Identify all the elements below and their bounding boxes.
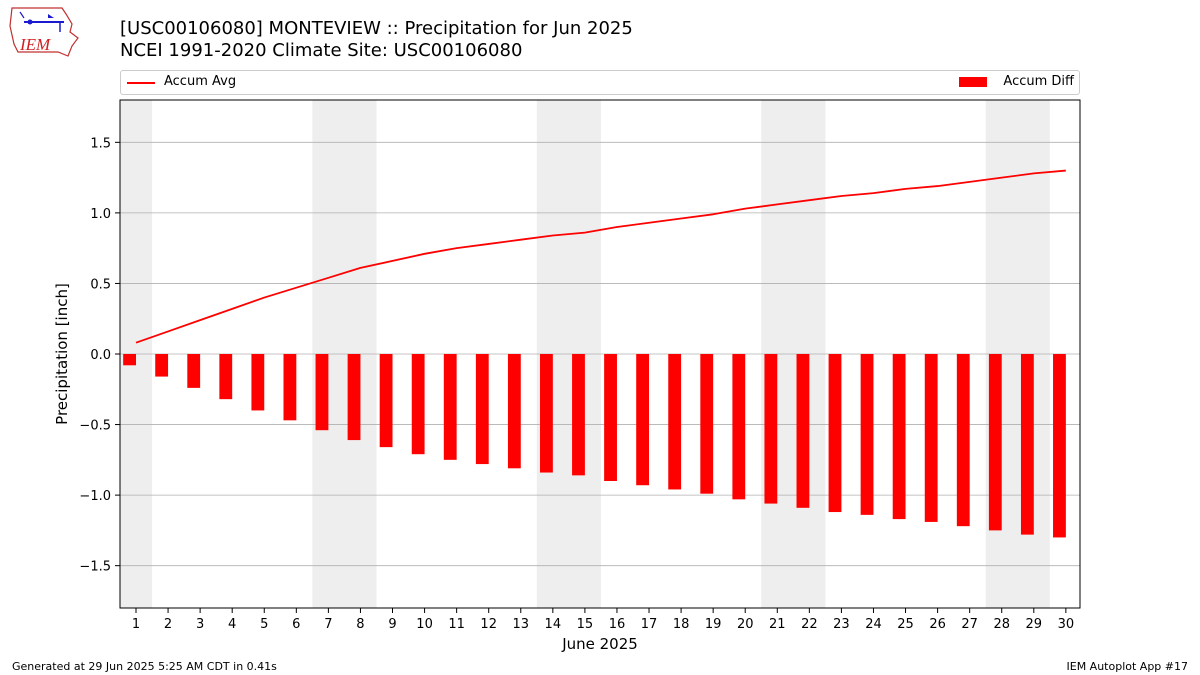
y-tick-label: −1.0	[79, 489, 111, 504]
accum-diff-bar	[1053, 354, 1066, 538]
accum-diff-bar	[732, 354, 746, 500]
x-tick-label: 20	[737, 617, 754, 632]
x-tick-label: 21	[769, 617, 786, 632]
accum-diff-bar	[123, 354, 136, 366]
accum-diff-bar	[892, 354, 906, 520]
legend-label-accum-diff: Accum Diff	[1003, 74, 1074, 89]
weekend-shading	[120, 100, 1050, 608]
x-tick-label: 15	[577, 617, 594, 632]
x-tick-label: 7	[324, 617, 332, 632]
accum-avg-line	[135, 169, 1066, 344]
accum-diff-bar	[796, 354, 810, 508]
x-tick-label: 29	[1026, 617, 1043, 632]
axes: −1.5−1.0−0.50.00.51.01.51 2 3 4 5 6 7 8 9 10 11 12 1…	[79, 99, 1081, 632]
x-tick-label: 2	[164, 617, 172, 632]
y-tick-label: 1.0	[90, 207, 111, 222]
x-tick-label: 25	[897, 617, 914, 632]
plot-frame	[119, 99, 1081, 609]
accum-diff-bar	[379, 354, 393, 448]
x-tick-label: 5	[260, 617, 268, 632]
x-tick-label: 11	[448, 617, 465, 632]
legend-line-swatch	[127, 82, 155, 84]
y-tick-label: −1.5	[79, 560, 111, 575]
x-tick-label: 19	[705, 617, 722, 632]
accum-avg-line-group	[135, 169, 1066, 344]
x-tick-label: 14	[545, 617, 562, 632]
x-tick-label: 23	[833, 617, 850, 632]
x-tick-label: 18	[673, 617, 690, 632]
x-tick-label: 28	[993, 617, 1010, 632]
x-tick-label: 12	[480, 617, 497, 632]
y-axis-label: Precipitation [inch]	[53, 283, 71, 425]
accum-diff-bar	[828, 354, 842, 513]
x-tick-label: 4	[228, 617, 236, 632]
x-tick-label: 6	[292, 617, 300, 632]
x-tick-label: 22	[801, 617, 818, 632]
accum-diff-bar	[540, 354, 553, 473]
accum-diff-bar	[764, 354, 778, 504]
legend-bar-swatch	[959, 77, 987, 87]
accum-diff-bar	[411, 354, 425, 455]
x-tick-label: 8	[356, 617, 364, 632]
accum-diff-bar	[988, 354, 1002, 531]
accum-diff-bar	[636, 354, 650, 486]
y-tick-label: −0.5	[79, 419, 111, 434]
accum-diff-bar	[251, 354, 265, 411]
accum-diff-bar	[1020, 354, 1034, 535]
x-tick-label: 24	[865, 617, 882, 632]
accum-diff-bar	[700, 354, 714, 494]
x-tick-label: 3	[196, 617, 204, 632]
footer-app: IEM Autoplot App #17	[1066, 660, 1189, 673]
y-tick-label: 1.5	[90, 136, 111, 151]
logo-text: IEM	[19, 35, 51, 54]
accum-diff-bar	[507, 354, 521, 469]
accum-diff-bar	[347, 354, 361, 441]
chart-title: [USC00106080] MONTEVIEW :: Precipitation…	[120, 18, 633, 39]
accum-diff-bar	[572, 354, 585, 476]
weekend-band	[985, 100, 1050, 608]
weekend-band	[536, 100, 601, 608]
footer-generated: Generated at 29 Jun 2025 5:25 AM CDT in …	[12, 660, 277, 673]
weekend-band	[312, 100, 377, 608]
legend: Accum Avg Accum Diff	[120, 70, 1080, 95]
accum-diff-bar	[475, 354, 489, 465]
accum-diff-bar	[219, 354, 233, 400]
accum-diff-bar	[283, 354, 297, 421]
accum-diff-bar	[187, 354, 201, 388]
iem-logo: IEM	[9, 7, 79, 57]
y-tick-label: 0.5	[90, 277, 111, 292]
accum-diff-bar	[668, 354, 682, 490]
chart-subtitle: NCEI 1991-2020 Climate Site: USC00106080	[120, 40, 523, 61]
accum-diff-bar	[604, 354, 617, 481]
x-tick-label: 10	[416, 617, 433, 632]
accum-diff-bar	[443, 354, 457, 460]
accum-diff-bars	[123, 354, 1066, 538]
accum-diff-bar	[860, 354, 874, 515]
y-tick-label: 0.0	[90, 348, 111, 363]
accum-diff-bar	[315, 354, 329, 431]
x-tick-label: 27	[961, 617, 978, 632]
x-axis-label: June 2025	[561, 635, 638, 653]
x-tick-label: 1	[132, 617, 140, 632]
x-tick-label: 17	[641, 617, 658, 632]
x-tick-label: 16	[609, 617, 626, 632]
accum-diff-bar	[924, 354, 938, 522]
x-tick-label: 30	[1058, 617, 1075, 632]
legend-label-accum-avg: Accum Avg	[164, 74, 237, 89]
x-tick-label: 9	[388, 617, 396, 632]
weekend-band	[120, 100, 153, 608]
accum-diff-bar	[155, 354, 169, 377]
weekend-band	[761, 100, 826, 608]
x-tick-label: 26	[929, 617, 946, 632]
x-tick-label: 13	[512, 617, 529, 632]
accum-diff-bar	[956, 354, 970, 527]
gridlines	[120, 141, 1080, 567]
